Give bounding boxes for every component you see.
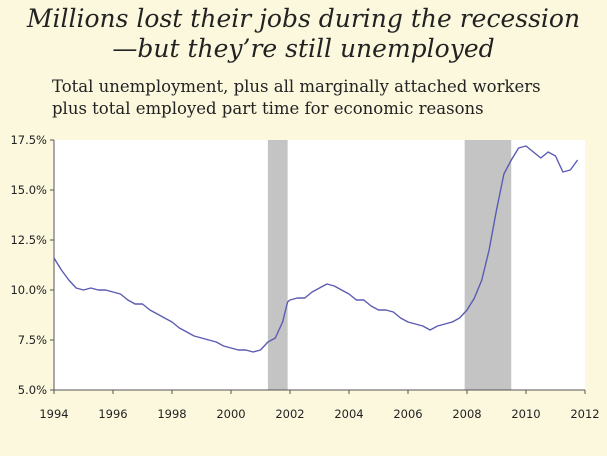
y-tick-label: 10.0%	[10, 283, 47, 297]
x-tick-label: 2000	[216, 407, 245, 421]
recession-band	[464, 140, 512, 390]
x-tick-label: 1994	[39, 407, 68, 421]
x-tick-label: 2002	[275, 407, 304, 421]
x-tick-label: 2012	[570, 407, 599, 421]
chart-subtitle-line1: Total unemployment, plus all marginally …	[52, 77, 541, 96]
x-tick-label: 1998	[157, 407, 186, 421]
y-tick-label: 5.0%	[18, 383, 47, 397]
x-tick-label: 2006	[393, 407, 422, 421]
y-tick-label: 12.5%	[10, 233, 47, 247]
recession-band	[267, 140, 288, 390]
x-tick-label: 1996	[98, 407, 127, 421]
chart-title-line2: —but they’re still unemployed	[112, 34, 495, 63]
chart-title-line1: Millions lost their jobs during the rece…	[26, 4, 581, 33]
y-tick-label: 17.5%	[10, 133, 47, 147]
chart-title: Millions lost their jobs during the rece…	[0, 4, 607, 64]
y-tick-label: 7.5%	[18, 333, 47, 347]
chart-subtitle: Total unemployment, plus all marginally …	[52, 76, 602, 120]
y-tick-label: 15.0%	[10, 183, 47, 197]
chart-subtitle-line2: plus total employed part time for econom…	[52, 99, 484, 118]
x-tick-label: 2008	[452, 407, 481, 421]
series-line	[53, 145, 579, 353]
x-tick-label: 2004	[334, 407, 363, 421]
x-tick-label: 2010	[511, 407, 540, 421]
